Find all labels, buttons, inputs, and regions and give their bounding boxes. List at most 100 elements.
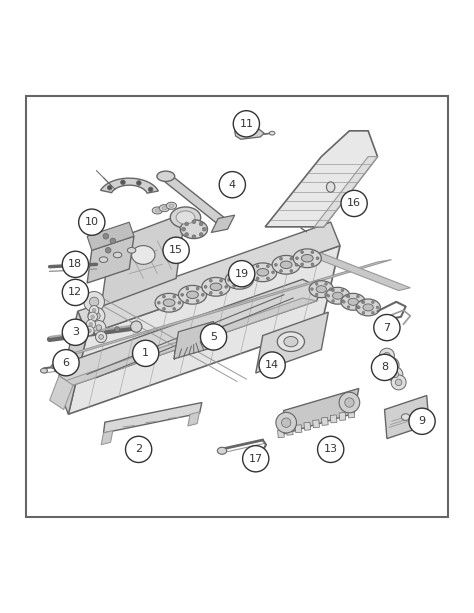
Bar — [321, 417, 328, 425]
Circle shape — [256, 265, 259, 268]
Bar — [295, 425, 302, 433]
Circle shape — [70, 329, 76, 335]
Circle shape — [256, 277, 259, 280]
Circle shape — [395, 379, 402, 386]
Circle shape — [233, 111, 259, 137]
Circle shape — [327, 294, 330, 297]
Circle shape — [157, 302, 160, 304]
Polygon shape — [160, 175, 230, 224]
Circle shape — [347, 295, 350, 298]
Polygon shape — [100, 178, 158, 193]
Text: 16: 16 — [347, 199, 361, 208]
Circle shape — [225, 286, 228, 288]
Ellipse shape — [176, 211, 195, 224]
Ellipse shape — [280, 261, 292, 268]
Circle shape — [133, 340, 159, 367]
Polygon shape — [64, 260, 392, 356]
Ellipse shape — [401, 414, 410, 421]
Circle shape — [62, 280, 89, 305]
Circle shape — [68, 334, 73, 340]
Circle shape — [115, 327, 119, 332]
Circle shape — [233, 284, 236, 287]
Text: 9: 9 — [419, 416, 426, 426]
Text: 13: 13 — [324, 444, 337, 454]
Polygon shape — [314, 156, 377, 227]
Circle shape — [311, 251, 314, 254]
Circle shape — [186, 287, 189, 290]
Circle shape — [361, 300, 364, 303]
Circle shape — [79, 209, 105, 235]
Circle shape — [85, 326, 94, 335]
Circle shape — [201, 294, 204, 296]
Circle shape — [120, 180, 125, 185]
Circle shape — [186, 300, 189, 302]
Circle shape — [296, 257, 298, 260]
Bar — [304, 422, 310, 430]
Circle shape — [62, 251, 89, 278]
Ellipse shape — [166, 202, 177, 209]
Circle shape — [219, 172, 246, 198]
Circle shape — [325, 293, 328, 296]
Circle shape — [173, 295, 176, 298]
Ellipse shape — [272, 256, 300, 274]
Ellipse shape — [333, 292, 343, 299]
Polygon shape — [50, 376, 73, 409]
Text: 12: 12 — [68, 287, 82, 297]
Circle shape — [362, 311, 365, 314]
Circle shape — [301, 251, 303, 254]
Circle shape — [274, 264, 277, 266]
Text: 10: 10 — [85, 217, 99, 227]
Circle shape — [89, 322, 93, 326]
Ellipse shape — [178, 286, 207, 304]
Circle shape — [210, 292, 212, 294]
Ellipse shape — [316, 286, 327, 292]
Text: 19: 19 — [235, 268, 249, 279]
Circle shape — [392, 371, 399, 378]
Circle shape — [315, 293, 318, 296]
Text: 2: 2 — [135, 444, 142, 454]
Circle shape — [248, 278, 251, 281]
Circle shape — [311, 263, 314, 266]
Bar — [339, 413, 346, 421]
Circle shape — [384, 357, 399, 373]
Ellipse shape — [356, 299, 380, 316]
Circle shape — [92, 308, 96, 312]
Polygon shape — [256, 312, 328, 373]
Circle shape — [259, 352, 285, 378]
Circle shape — [315, 283, 318, 285]
Circle shape — [276, 413, 297, 433]
Polygon shape — [87, 222, 134, 250]
Circle shape — [282, 418, 291, 427]
Circle shape — [88, 308, 105, 324]
Circle shape — [233, 272, 236, 275]
Bar — [286, 427, 293, 435]
Ellipse shape — [169, 204, 174, 207]
Ellipse shape — [157, 171, 175, 181]
Ellipse shape — [155, 294, 183, 312]
Circle shape — [201, 324, 227, 350]
Circle shape — [388, 362, 395, 368]
Circle shape — [199, 232, 203, 237]
Circle shape — [131, 321, 142, 332]
Circle shape — [280, 270, 283, 272]
Circle shape — [91, 315, 95, 319]
Ellipse shape — [277, 332, 304, 351]
Circle shape — [341, 289, 344, 292]
Polygon shape — [310, 253, 410, 291]
Bar — [278, 430, 284, 438]
Circle shape — [88, 312, 97, 321]
Ellipse shape — [301, 254, 313, 262]
Circle shape — [202, 227, 206, 231]
Circle shape — [163, 237, 189, 264]
Ellipse shape — [99, 257, 108, 262]
Ellipse shape — [152, 207, 163, 214]
Circle shape — [342, 300, 345, 303]
Ellipse shape — [159, 205, 170, 211]
Circle shape — [204, 286, 207, 288]
Circle shape — [163, 308, 165, 310]
Circle shape — [339, 392, 360, 413]
Circle shape — [90, 305, 99, 315]
Circle shape — [73, 267, 78, 272]
Circle shape — [173, 308, 176, 310]
Polygon shape — [68, 246, 340, 414]
